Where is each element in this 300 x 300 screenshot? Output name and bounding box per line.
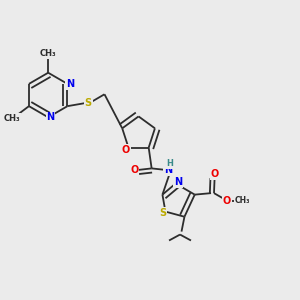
Text: CH₃: CH₃ (235, 196, 250, 205)
Text: O: O (223, 196, 231, 206)
Text: N: N (164, 165, 172, 175)
Text: N: N (174, 177, 182, 187)
Text: S: S (85, 98, 92, 108)
Text: H: H (166, 159, 173, 168)
Text: CH₃: CH₃ (3, 113, 20, 122)
Text: O: O (122, 145, 130, 155)
Text: CH₃: CH₃ (40, 49, 56, 58)
Text: N: N (66, 79, 74, 89)
Text: O: O (130, 165, 139, 175)
Text: O: O (211, 169, 219, 179)
Text: S: S (159, 208, 166, 218)
Text: N: N (46, 112, 55, 122)
